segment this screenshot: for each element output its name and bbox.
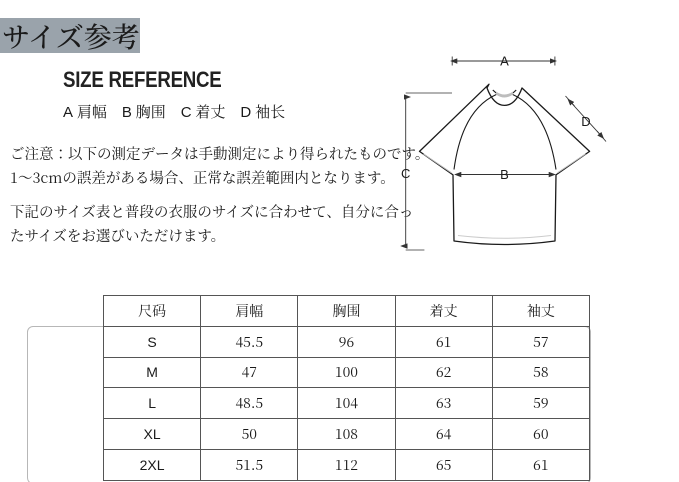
svg-text:A: A [500, 54, 509, 69]
svg-text:C: C [401, 166, 410, 181]
svg-text:B: B [500, 167, 509, 182]
svg-text:D: D [581, 114, 590, 129]
